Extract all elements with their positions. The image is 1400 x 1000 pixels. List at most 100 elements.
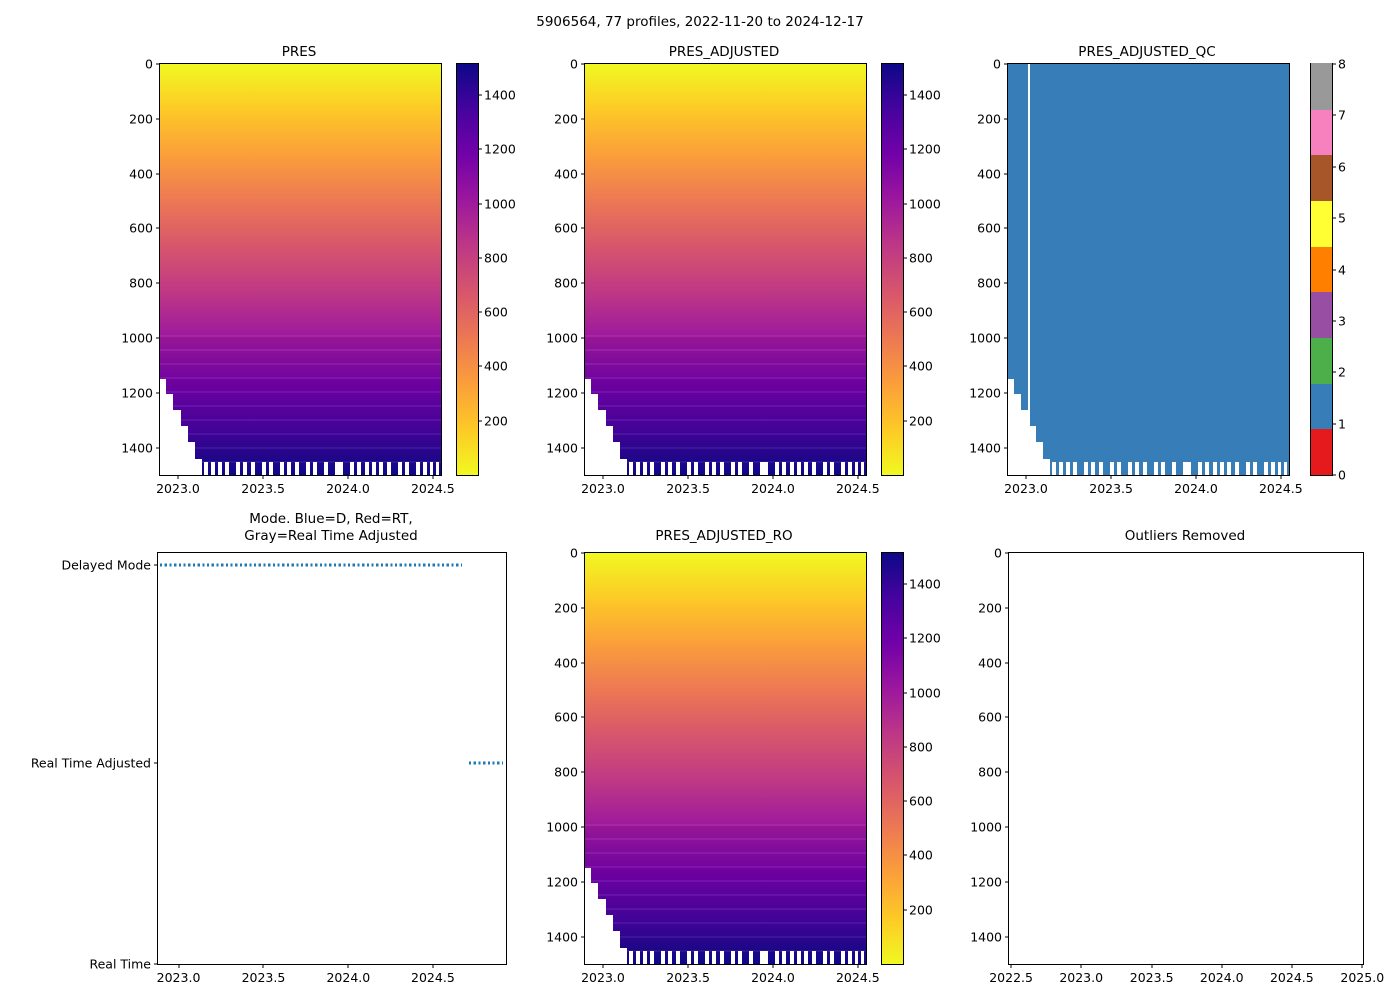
y-tick-mark	[1004, 63, 1008, 65]
qc-flag-segment-7	[1311, 108, 1332, 156]
colorbar-tick-mark	[478, 257, 482, 259]
missing-bottom-gap	[236, 461, 240, 475]
y-tick-mark	[1005, 771, 1009, 773]
missing-bottom-gap	[731, 950, 735, 964]
colorbar-tick-label: 1000	[909, 196, 941, 212]
plot-outliers-removed: 2022.5 2023.0 2023.5 2024.0 2024.5 2025.0 0 200…	[970, 546, 1384, 986]
qc-flag-segment-1	[1311, 382, 1332, 430]
y-tick-label: 1400	[546, 929, 578, 945]
y-tick-label: 400	[977, 166, 1001, 182]
missing-bottom-gap	[306, 461, 310, 475]
missing-bottom-gap	[738, 461, 742, 475]
y-tick-mark	[581, 662, 585, 664]
colorbar-tick-mark	[1332, 63, 1336, 65]
y-tick-mark	[581, 716, 585, 718]
shallow-profile-gap	[611, 442, 620, 475]
missing-bottom-gap	[365, 461, 369, 475]
y-tick-mark	[1004, 337, 1008, 339]
x-tick-label: 2023.5	[1089, 481, 1133, 496]
missing-bottom-gap	[350, 461, 354, 475]
missing-bottom-gap	[841, 950, 845, 964]
y-tick-mark	[1004, 227, 1008, 229]
x-tick-label: 2024.0	[751, 481, 795, 496]
title-pres-adjusted: PRES_ADJUSTED	[668, 44, 780, 60]
missing-bottom-gap	[1172, 461, 1176, 475]
missing-bottom-gap	[854, 461, 859, 475]
colorbar-qc: 8 7 6 5 4 3 2 1 0	[1310, 57, 1346, 483]
colorbar-tick-label: 0	[1338, 467, 1346, 483]
missing-bottom-gap	[782, 461, 786, 475]
x-tick-label: 2024.0	[326, 970, 371, 985]
y-tick-mark	[1005, 662, 1009, 664]
colorbar-tick-label: 7	[1338, 107, 1346, 123]
y-tick-mark	[1004, 282, 1008, 284]
y-tick-mark	[156, 392, 160, 394]
colorbar-tick-label: 600	[909, 304, 933, 320]
colorbar-tick-label: 600	[909, 793, 933, 809]
colorbar-tick-label: 200	[484, 413, 508, 429]
shallow-profile-gap	[165, 394, 174, 475]
x-tick-mark	[1280, 475, 1282, 479]
figure-title: 5906564, 77 profiles, 2022-11-20 to 2024…	[536, 14, 864, 30]
missing-bottom-gap	[1277, 461, 1282, 475]
colorbar-tick-label: 3	[1338, 313, 1346, 329]
y-tick-label: 200	[978, 600, 1002, 616]
missing-bottom-gap	[760, 950, 764, 964]
missing-bottom-gap	[687, 461, 691, 475]
depth-banding	[585, 824, 866, 952]
colorbar-tick-mark	[478, 94, 482, 96]
shallow-profile-gap	[604, 914, 613, 964]
y-tick-label: 800	[978, 764, 1002, 780]
missing-bottom-gap	[1059, 461, 1063, 475]
shallow-profile-gap	[172, 410, 181, 475]
y-tick-label: 600	[554, 709, 578, 725]
x-tick-label: 2024.0	[1199, 970, 1244, 985]
missing-bottom-gap	[1161, 461, 1165, 475]
colorbar-tick-label: 800	[484, 250, 508, 266]
colorbar-tick-label: 200	[909, 413, 933, 429]
y-tick-label: 600	[977, 220, 1001, 236]
title-pres-adjusted-qc: PRES_ADJUSTED_QC	[1078, 44, 1216, 60]
shallow-profile-gap	[160, 378, 167, 475]
missing-bottom-gap	[775, 950, 779, 964]
shallow-profile-gap	[1027, 425, 1036, 475]
missing-bottom-gap	[243, 461, 247, 475]
colorbar-tick-mark	[1332, 166, 1336, 168]
qc-flag-segment-5	[1311, 200, 1332, 247]
y-tick-label: 200	[129, 111, 153, 127]
y-tick-mark	[581, 607, 585, 609]
y-tick-mark	[581, 826, 585, 828]
x-tick-label: 2023.0	[1004, 481, 1048, 496]
y-tick-label: 1000	[969, 330, 1001, 346]
missing-bottom-gap	[1235, 461, 1239, 475]
x-tick-mark	[1221, 964, 1223, 968]
colorbar-tick-mark	[903, 854, 907, 856]
y-tick-mark	[1004, 392, 1008, 394]
y-tick-label: 600	[978, 709, 1002, 725]
missing-bottom-gap	[661, 461, 665, 475]
x-tick-label: 2022.5	[989, 970, 1033, 985]
x-tick-label: 2023.0	[581, 970, 625, 985]
y-tick-label: 0	[994, 545, 1002, 561]
shallow-profile-gap	[194, 458, 202, 475]
y-tick-mark	[1005, 881, 1009, 883]
x-tick-mark	[687, 964, 689, 968]
colorbar-tick-mark	[478, 203, 482, 205]
qc-flag-segment-3	[1311, 291, 1332, 339]
colorbar-tick-label: 400	[909, 358, 933, 374]
missing-bottom-gap	[1143, 461, 1147, 475]
missing-bottom-gap	[1110, 461, 1114, 475]
missing-bottom-gap	[661, 950, 665, 964]
y-tick-label: 400	[129, 166, 153, 182]
colorbar-tick-mark	[903, 148, 907, 150]
y-tick-mark	[581, 173, 585, 175]
x-tick-mark	[347, 475, 349, 479]
shallow-profile-gap	[585, 378, 592, 475]
missing-bottom-gap	[668, 950, 672, 964]
missing-bottom-gap	[357, 461, 361, 475]
missing-bottom-gap	[720, 461, 724, 475]
depth-banding	[160, 335, 441, 463]
missing-bottom-gap	[211, 461, 215, 475]
y-tick-mark	[581, 118, 585, 120]
missing-bottom-gap	[676, 461, 680, 475]
